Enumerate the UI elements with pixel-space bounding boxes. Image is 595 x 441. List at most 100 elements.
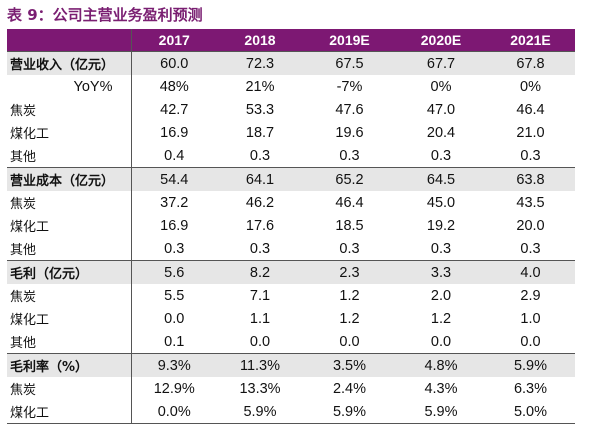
row-label: 毛利率（%） <box>7 353 132 377</box>
cell-2018: 13.3% <box>239 380 281 397</box>
cell-2021e: 43.5 <box>516 194 545 211</box>
table-title: 表 9：公司主营业务盈利预测 <box>7 6 203 24</box>
cell-2017: 0.0 <box>164 310 185 327</box>
row-label: 其他 <box>7 330 132 354</box>
row-label: 其他 <box>7 144 132 168</box>
cell-2017: 37.2 <box>160 194 189 211</box>
cell-2020e: 5.9% <box>396 400 486 424</box>
header-year-2017: 2017 <box>158 32 190 48</box>
cell-2020e: 19.2 <box>426 217 456 234</box>
row-revenue-yoy: YoY% 48% 21% -7% 0% 0% <box>7 75 575 98</box>
cell-2017: 16.9 <box>160 217 189 234</box>
cell-2018: 21% <box>245 78 275 95</box>
header-year-2021e: 2021E <box>510 32 551 48</box>
cell-2019e: 1.2 <box>339 287 360 304</box>
cell-2020e: 47.0 <box>426 101 456 118</box>
forecast-table: 2017 2018 2019E 2020E 2021E 营业收入（亿元） 60.… <box>7 29 575 424</box>
header-year-2020e: 2020E <box>420 32 462 48</box>
cell-2019e: 19.6 <box>335 124 364 141</box>
cell-2021e: 0.0 <box>520 333 541 350</box>
cell-2020e: 45.0 <box>426 194 456 211</box>
cell-2018: 64.1 <box>217 167 303 191</box>
row-gross-profit-coal-chemical: 煤化工 0.0 1.1 1.2 1.2 1.0 <box>7 307 575 330</box>
row-label: 焦炭 <box>7 377 132 400</box>
cell-2021e: 63.8 <box>486 167 575 191</box>
cell-2020e: 67.7 <box>396 51 486 75</box>
row-label: 焦炭 <box>7 284 132 307</box>
cell-2020e: 0% <box>430 78 452 95</box>
cell-2019e: 0.0 <box>339 333 360 350</box>
cell-2017: 0.4 <box>164 147 185 164</box>
cell-2018: 0.3 <box>249 240 271 257</box>
row-gross-profit-other: 其他 0.1 0.0 0.0 0.0 0.0 <box>7 330 575 354</box>
cell-2017: 60.0 <box>131 51 217 75</box>
cell-2019e: 0.3 <box>339 147 360 164</box>
cell-2020e: 20.4 <box>426 124 456 141</box>
cell-2021e: 5.0% <box>486 400 575 424</box>
table-header-row: 2017 2018 2019E 2020E 2021E <box>7 29 575 52</box>
cell-2017: 42.7 <box>160 101 189 118</box>
cell-2021e: 6.3% <box>513 380 548 397</box>
row-revenue-coke: 焦炭 42.7 53.3 47.6 47.0 46.4 <box>7 98 575 121</box>
cell-2018: 18.7 <box>245 124 275 141</box>
row-label: 营业成本（亿元） <box>7 167 132 191</box>
cell-2018: 72.3 <box>217 51 303 75</box>
cell-2018: 46.2 <box>245 194 275 211</box>
row-gross-profit: 毛利（亿元） 5.6 8.2 2.3 3.3 4.0 <box>7 260 575 284</box>
cell-2021e: 21.0 <box>516 124 545 141</box>
cell-2019e: 3.5% <box>303 353 396 377</box>
cell-2019e: 5.9% <box>303 400 396 424</box>
row-revenue-other: 其他 0.4 0.3 0.3 0.3 0.3 <box>7 144 575 168</box>
cell-2017: 9.3% <box>131 353 217 377</box>
cell-2020e: 0.3 <box>430 240 452 257</box>
cell-2021e: 20.0 <box>516 217 545 234</box>
cell-2020e: 3.3 <box>396 260 486 284</box>
row-revenue: 营业收入（亿元） 60.0 72.3 67.5 67.7 67.8 <box>7 51 575 75</box>
cell-2019e: 65.2 <box>303 167 396 191</box>
cell-2019e: 46.4 <box>335 194 364 211</box>
row-cost-coke: 焦炭 37.2 46.2 46.4 45.0 43.5 <box>7 191 575 214</box>
cell-2021e: 46.4 <box>516 101 545 118</box>
cell-2021e: 0.3 <box>520 240 541 257</box>
cell-2020e: 1.2 <box>430 310 452 327</box>
row-cost: 营业成本（亿元） 54.4 64.1 65.2 64.5 63.8 <box>7 167 575 191</box>
cell-2020e: 0.0 <box>430 333 452 350</box>
row-label: YoY% <box>7 75 132 98</box>
cell-2021e: 5.9% <box>486 353 575 377</box>
row-label: 毛利（亿元） <box>7 260 132 284</box>
cell-2021e: 67.8 <box>486 51 575 75</box>
row-cost-coal-chemical: 煤化工 16.9 17.6 18.5 19.2 20.0 <box>7 214 575 237</box>
cell-2017: 0.1 <box>164 333 185 350</box>
cell-2021e: 2.9 <box>520 287 541 304</box>
cell-2019e: 0.3 <box>339 240 360 257</box>
row-gross-profit-coke: 焦炭 5.5 7.1 1.2 2.0 2.9 <box>7 284 575 307</box>
row-gross-margin-coal-chemical: 煤化工 0.0% 5.9% 5.9% 5.9% 5.0% <box>7 400 575 424</box>
cell-2017: 54.4 <box>131 167 217 191</box>
cell-2018: 0.3 <box>249 147 271 164</box>
cell-2020e: 4.8% <box>396 353 486 377</box>
cell-2020e: 4.3% <box>424 380 458 397</box>
header-label-cell <box>7 29 132 52</box>
cell-2021e: 1.0 <box>520 310 541 327</box>
cell-2018: 7.1 <box>249 287 271 304</box>
cell-2020e: 2.0 <box>430 287 452 304</box>
row-cost-other: 其他 0.3 0.3 0.3 0.3 0.3 <box>7 237 575 261</box>
row-label: 其他 <box>7 237 132 261</box>
cell-2021e: 4.0 <box>486 260 575 284</box>
cell-2020e: 64.5 <box>396 167 486 191</box>
cell-2018: 53.3 <box>245 101 275 118</box>
cell-2017: 0.0% <box>131 400 217 424</box>
cell-2019e: 2.3 <box>303 260 396 284</box>
cell-2018: 17.6 <box>245 217 275 234</box>
cell-2019e: 47.6 <box>335 101 364 118</box>
cell-2019e: 2.4% <box>332 380 367 397</box>
cell-2017: 48% <box>159 78 189 95</box>
cell-2018: 1.1 <box>249 310 271 327</box>
row-revenue-coal-chemical: 煤化工 16.9 18.7 19.6 20.4 21.0 <box>7 121 575 144</box>
row-label: 焦炭 <box>7 98 132 121</box>
cell-2018: 5.9% <box>217 400 303 424</box>
row-label: 煤化工 <box>7 307 132 330</box>
row-label: 营业收入（亿元） <box>7 51 132 75</box>
cell-2017: 5.6 <box>131 260 217 284</box>
cell-2017: 12.9% <box>153 380 195 397</box>
